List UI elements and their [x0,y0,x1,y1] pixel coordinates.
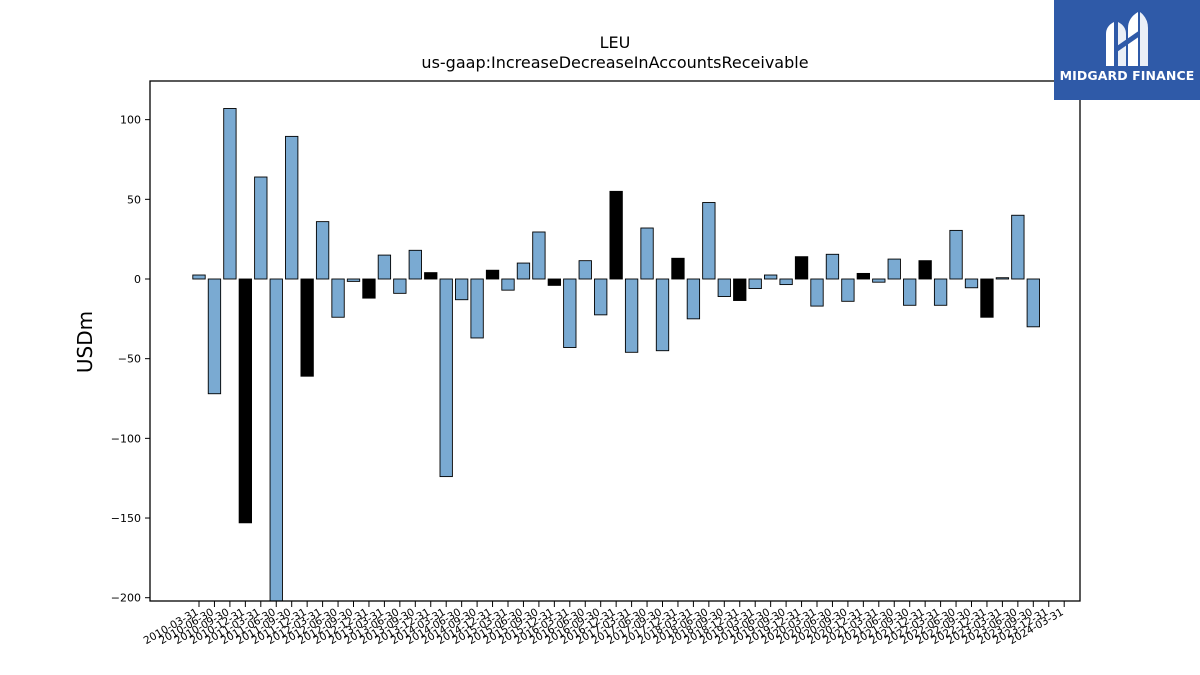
plot-frame [149,80,1081,602]
bar-quarter [393,278,407,294]
y-axis-label: USDm [73,311,97,373]
bar-quarter [223,108,237,280]
bar-quarter [655,278,670,352]
bar-quarter [594,278,608,316]
bar-quarter [346,278,361,282]
y-tick-label: −150 [111,512,141,525]
bar-quarter [455,278,469,301]
bar-quarter [501,278,515,291]
bar-quarter [408,249,422,280]
bar-quarter [1011,214,1025,280]
chart-subtitle: us-gaap:IncreaseDecreaseInAccountsReceiv… [421,53,808,72]
bar-quarter [964,278,979,289]
bar-quarter [439,278,453,478]
y-tick-label: 100 [120,114,141,127]
bar-quarter [872,278,886,283]
bar-quarter [995,277,1010,280]
bar-quarter [717,278,731,297]
bar-fiscal-year [362,278,376,299]
bar-series [192,108,1040,602]
bar-quarter [810,278,824,307]
bar-quarter [825,253,840,280]
bar-quarter [624,278,639,353]
brand-name: MIDGARD FINANCE [1059,68,1195,83]
bar-quarter [563,278,577,348]
bar-quarter [331,278,345,318]
bar-quarter [254,176,268,280]
y-tick-label: 0 [134,273,141,286]
bar-quarter [315,221,330,280]
bar-quarter [578,260,592,280]
bar-fiscal-year [671,257,685,280]
bar-quarter [841,278,855,302]
bar-fiscal-year [300,278,314,377]
bar-fiscal-year [980,278,994,318]
bar-quarter [748,278,762,290]
midgard-m-logo-icon [1106,12,1148,66]
bar-quarter [764,274,778,280]
chart-title: LEU [600,33,631,52]
bar-quarter [377,254,392,280]
bar-quarter [640,227,654,280]
bar-fiscal-year [856,272,871,280]
bar-quarter [1026,278,1040,328]
bar-quarter [207,278,222,395]
bar-quarter [702,202,716,280]
bar-fiscal-year [238,278,252,524]
bar-fiscal-year [424,272,438,280]
bar-quarter [933,278,948,306]
bar-quarter [269,278,283,602]
bar-fiscal-year [609,190,623,280]
y-tick-label: −100 [111,432,141,445]
y-tick-label: −50 [118,353,141,366]
bar-quarter [686,278,701,320]
bar-fiscal-year [794,256,809,280]
y-axis: −200 −150 −100 −50 0 50 100 [111,114,150,605]
bar-quarter [949,229,963,280]
bar-quarter [470,278,484,339]
y-tick-label: −200 [111,592,141,605]
bar-fiscal-year [547,278,562,286]
bar-fiscal-year [485,269,500,280]
bar-quarter [192,274,206,280]
bar-quarter [285,135,299,280]
x-axis: 2010-03-312010-06-302010-09-302010-12-31… [142,601,1066,647]
bar-fiscal-year [918,260,932,280]
y-tick-label: 50 [127,193,141,206]
bar-quarter [887,258,901,280]
bar-quarter [779,278,793,286]
bar-quarter [516,262,531,280]
bar-fiscal-year [733,278,747,301]
bar-quarter [532,231,546,280]
bar-quarter [903,278,917,306]
brand-badge: MIDGARD FINANCE [1054,0,1200,100]
